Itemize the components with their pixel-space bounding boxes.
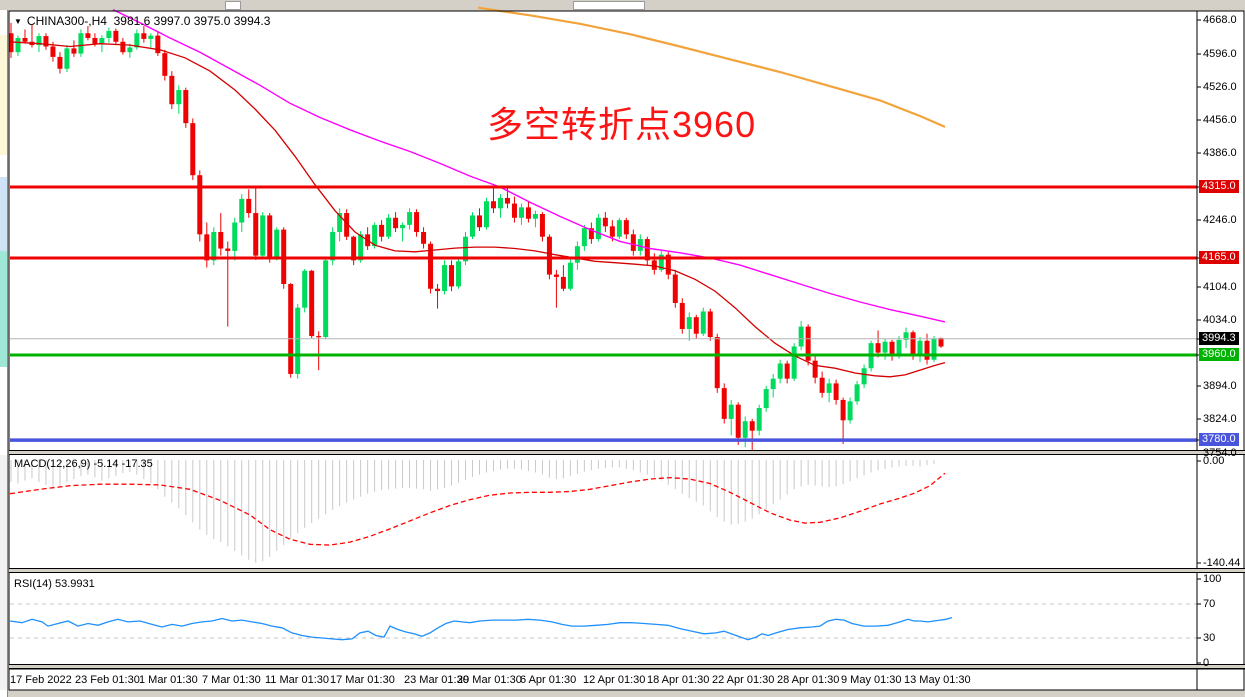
toolbar-fragment	[573, 1, 645, 10]
rsi-tick-label: 0	[1203, 657, 1210, 669]
pane-separator[interactable]	[9, 450, 1245, 455]
time-axis-label: 6 Apr 01:30	[520, 674, 577, 686]
price-tick-label: 4596.0	[1203, 48, 1237, 60]
time-axis-label: 11 Mar 01:30	[265, 674, 330, 686]
bottom-chrome-strip	[9, 690, 1245, 697]
rsi-tick-label: 30	[1203, 632, 1216, 644]
price-level-badge: 3780.0	[1199, 433, 1239, 446]
time-axis-label: 13 May 01:30	[904, 674, 971, 686]
time-axis-label: 29 Mar 01:30	[457, 674, 522, 686]
price-tick-label: 3894.0	[1203, 380, 1237, 392]
price-tick-label: 3824.0	[1203, 413, 1237, 425]
time-axis-band	[9, 669, 1245, 690]
left-edge-segment	[0, 35, 7, 155]
rsi-tick-label: 100	[1203, 573, 1222, 585]
rsi-indicator-label: RSI(14) 53.9931	[14, 578, 95, 590]
price-tick-label: 4456.0	[1203, 114, 1237, 126]
macd-tick-label: -140.44	[1203, 557, 1241, 569]
pane-separator[interactable]	[9, 664, 1245, 669]
time-axis-label: 17 Mar 01:30	[330, 674, 395, 686]
price-level-badge: 3994.3	[1199, 332, 1239, 345]
rsi-tick-label: 70	[1203, 598, 1216, 610]
price-tick-label: 4034.0	[1203, 314, 1237, 326]
left-edge-segment	[0, 177, 7, 251]
price-tick-label: 4526.0	[1203, 81, 1237, 93]
time-axis-label: 7 Mar 01:30	[202, 674, 261, 686]
price-level-badge: 4165.0	[1199, 251, 1239, 264]
toolbar-fragment	[225, 1, 241, 10]
time-axis-label: 9 May 01:30	[841, 674, 902, 686]
time-axis-label: 22 Apr 01:30	[712, 674, 775, 686]
macd-indicator-label: MACD(12,26,9) -5.14 -17.35	[14, 458, 153, 470]
price-tick-label: 4386.0	[1203, 147, 1237, 159]
time-axis-label: 23 Mar 01:30	[404, 674, 469, 686]
chart-window-background	[9, 11, 1245, 690]
price-level-badge: 4315.0	[1199, 180, 1239, 193]
price-tick-label: 4668.0	[1203, 14, 1237, 26]
chart-annotation-text: 多空转折点3960	[487, 104, 757, 145]
time-axis-label: 23 Feb 01:30	[75, 674, 140, 686]
left-edge-segment	[0, 455, 7, 690]
pane-separator[interactable]	[9, 568, 1245, 573]
price-tick-label: 4246.0	[1203, 214, 1237, 226]
macd-tick-label: 0.00	[1203, 455, 1225, 467]
time-axis-label: 12 Apr 01:30	[583, 674, 646, 686]
time-axis-label: 1 Mar 01:30	[139, 674, 198, 686]
time-axis-label: 28 Apr 01:30	[777, 674, 840, 686]
chevron-down-icon[interactable]: ▼	[14, 17, 22, 26]
price-tick-label: 4104.0	[1203, 281, 1237, 293]
time-axis-label: 18 Apr 01:30	[647, 674, 710, 686]
symbol-period-label: CHINA300-,H4	[26, 14, 107, 28]
ohlc-values: 3981.6 3997.0 3975.0 3994.3	[113, 14, 271, 28]
chart-title: ▼ CHINA300-,H4 3981.6 3997.0 3975.0 3994.…	[14, 14, 270, 28]
time-axis-label: 17 Feb 2022	[10, 674, 72, 686]
left-panel-edge	[0, 10, 8, 697]
price-tick-label: 3754.0	[1203, 447, 1237, 459]
price-level-badge: 3960.0	[1199, 348, 1239, 361]
left-edge-segment	[0, 251, 7, 367]
